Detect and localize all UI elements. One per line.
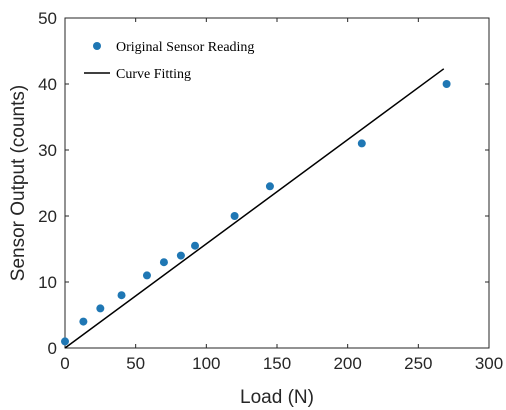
x-tick-label-0: 0: [60, 354, 69, 373]
data-point-10: [357, 139, 366, 148]
series-layer: [61, 68, 451, 349]
data-point-2: [96, 304, 105, 313]
plot-area: [64, 17, 490, 349]
y-tick-label-30: 30: [38, 141, 57, 160]
data-point-8: [230, 212, 239, 220]
y-tick-label-40: 40: [38, 75, 57, 94]
y-tick-label-10: 10: [38, 273, 57, 292]
y-tick-label-20: 20: [38, 207, 57, 226]
legend: Original Sensor Reading Curve Fitting: [84, 40, 254, 82]
data-point-9: [265, 182, 274, 191]
x-tick-label-150: 150: [263, 354, 291, 373]
legend-label-curve-fitting: Curve Fitting: [116, 67, 191, 82]
y-tick-label-0: 0: [48, 339, 57, 358]
y-axis-label: Sensor Output (counts): [8, 85, 29, 281]
data-point-4: [142, 271, 151, 280]
data-point-5: [159, 258, 168, 267]
data-point-7: [191, 241, 200, 250]
x-axis: 0 50 100 150 200 250 300: [60, 18, 503, 373]
data-point-3: [117, 291, 126, 300]
x-axis-label: Load (N): [240, 387, 314, 408]
legend-label-original-sensor-reading: Original Sensor Reading: [116, 40, 254, 55]
data-point-0: [61, 337, 69, 346]
data-point-11: [442, 80, 451, 88]
y-tick-label-50: 50: [38, 9, 57, 28]
plot-frame: [64, 17, 490, 349]
data-point-6: [176, 251, 185, 260]
x-tick-label-250: 250: [404, 354, 432, 373]
x-tick-label-50: 50: [126, 354, 145, 373]
y-axis: 0 10 20 30 40 50: [38, 9, 489, 358]
data-point-1: [79, 317, 88, 326]
fit-line: [64, 68, 445, 349]
x-tick-label-300: 300: [475, 354, 503, 373]
legend-marker-original-sensor-reading: [93, 42, 101, 50]
x-tick-label-100: 100: [192, 354, 220, 373]
x-tick-label-200: 200: [333, 354, 361, 373]
